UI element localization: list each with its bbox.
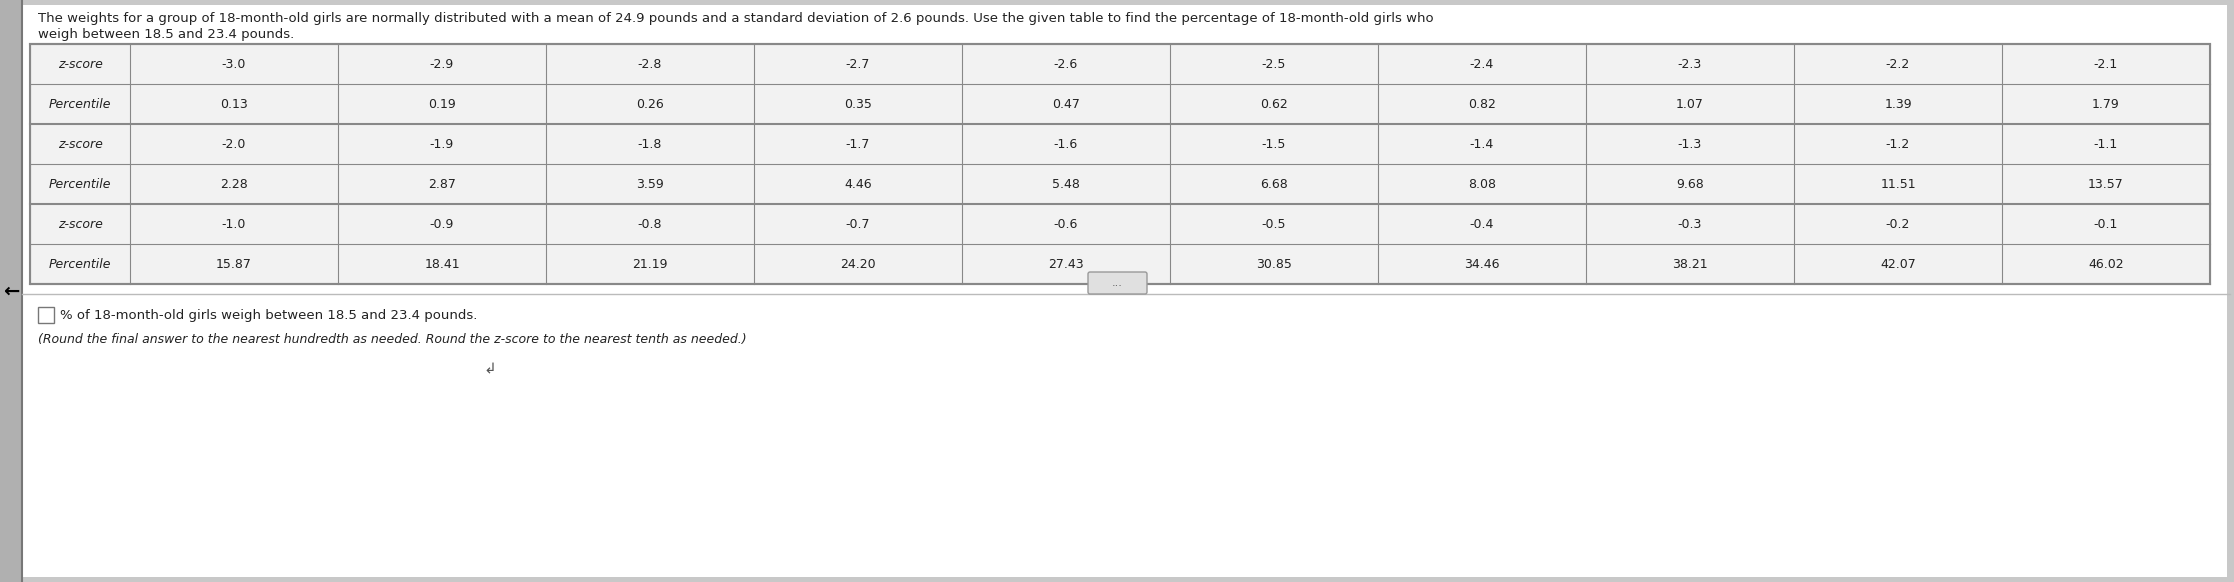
Text: The weights for a group of 18-month-old girls are normally distributed with a me: The weights for a group of 18-month-old …: [38, 12, 1434, 25]
Text: 2.28: 2.28: [221, 178, 248, 190]
FancyBboxPatch shape: [0, 0, 22, 582]
Text: -1.5: -1.5: [1262, 137, 1287, 151]
Text: ←: ←: [2, 282, 20, 300]
Text: -1.8: -1.8: [639, 137, 661, 151]
Text: 30.85: 30.85: [1256, 257, 1291, 271]
FancyBboxPatch shape: [1088, 272, 1146, 294]
Text: -2.2: -2.2: [1885, 58, 1910, 70]
Text: 42.07: 42.07: [1881, 257, 1917, 271]
Text: 6.68: 6.68: [1260, 178, 1287, 190]
Text: Percentile: Percentile: [49, 257, 112, 271]
Text: 0.19: 0.19: [429, 98, 456, 111]
Text: 1.07: 1.07: [1676, 98, 1705, 111]
Text: -0.4: -0.4: [1470, 218, 1495, 230]
Text: -0.8: -0.8: [637, 218, 661, 230]
Text: -1.0: -1.0: [221, 218, 246, 230]
Text: 2.87: 2.87: [429, 178, 456, 190]
Text: Percentile: Percentile: [49, 98, 112, 111]
Text: -2.5: -2.5: [1262, 58, 1287, 70]
FancyBboxPatch shape: [38, 307, 54, 323]
Text: -1.9: -1.9: [429, 137, 454, 151]
Text: -3.0: -3.0: [221, 58, 246, 70]
Text: -1.2: -1.2: [1885, 137, 1910, 151]
Text: % of 18-month-old girls weigh between 18.5 and 23.4 pounds.: % of 18-month-old girls weigh between 18…: [60, 308, 478, 321]
Text: -2.6: -2.6: [1054, 58, 1079, 70]
Text: 18.41: 18.41: [424, 257, 460, 271]
FancyBboxPatch shape: [29, 44, 2209, 284]
Text: 0.35: 0.35: [844, 98, 871, 111]
Text: 34.46: 34.46: [1463, 257, 1499, 271]
Text: 46.02: 46.02: [2089, 257, 2125, 271]
Text: -2.3: -2.3: [1678, 58, 1702, 70]
Text: 21.19: 21.19: [632, 257, 668, 271]
Text: 0.62: 0.62: [1260, 98, 1287, 111]
Text: -0.7: -0.7: [847, 218, 871, 230]
Text: -0.3: -0.3: [1678, 218, 1702, 230]
Text: -0.9: -0.9: [429, 218, 454, 230]
Text: -2.0: -2.0: [221, 137, 246, 151]
Text: -0.5: -0.5: [1262, 218, 1287, 230]
Text: weigh between 18.5 and 23.4 pounds.: weigh between 18.5 and 23.4 pounds.: [38, 28, 295, 41]
Text: ↲: ↲: [483, 361, 496, 377]
Text: (Round the final answer to the nearest hundredth as needed. Round the z-score to: (Round the final answer to the nearest h…: [38, 332, 746, 346]
Text: -1.1: -1.1: [2093, 137, 2118, 151]
Text: -1.7: -1.7: [847, 137, 871, 151]
Text: 27.43: 27.43: [1048, 257, 1083, 271]
Text: -2.8: -2.8: [639, 58, 661, 70]
Text: 15.87: 15.87: [217, 257, 252, 271]
Text: -2.4: -2.4: [1470, 58, 1495, 70]
Text: 8.08: 8.08: [1468, 178, 1497, 190]
Text: 11.51: 11.51: [1881, 178, 1917, 190]
Text: 1.39: 1.39: [1883, 98, 1912, 111]
Text: 0.82: 0.82: [1468, 98, 1497, 111]
Text: ...: ...: [1113, 278, 1121, 288]
Text: 9.68: 9.68: [1676, 178, 1705, 190]
Text: z-score: z-score: [58, 218, 103, 230]
Text: 38.21: 38.21: [1673, 257, 1707, 271]
Text: -1.4: -1.4: [1470, 137, 1495, 151]
Text: -2.9: -2.9: [429, 58, 454, 70]
Text: 13.57: 13.57: [2089, 178, 2125, 190]
Text: 4.46: 4.46: [844, 178, 871, 190]
Text: 5.48: 5.48: [1052, 178, 1079, 190]
Text: Percentile: Percentile: [49, 178, 112, 190]
Text: -2.1: -2.1: [2093, 58, 2118, 70]
Text: 0.13: 0.13: [221, 98, 248, 111]
Text: 0.47: 0.47: [1052, 98, 1079, 111]
Text: -0.1: -0.1: [2093, 218, 2118, 230]
Text: -1.3: -1.3: [1678, 137, 1702, 151]
Text: z-score: z-score: [58, 58, 103, 70]
Text: z-score: z-score: [58, 137, 103, 151]
Text: -2.7: -2.7: [847, 58, 871, 70]
Text: -0.2: -0.2: [1885, 218, 1910, 230]
Text: 3.59: 3.59: [637, 178, 663, 190]
Text: -1.6: -1.6: [1054, 137, 1079, 151]
Text: 1.79: 1.79: [2091, 98, 2120, 111]
FancyBboxPatch shape: [22, 5, 2227, 577]
Text: 0.26: 0.26: [637, 98, 663, 111]
Text: 24.20: 24.20: [840, 257, 876, 271]
Text: -0.6: -0.6: [1054, 218, 1079, 230]
